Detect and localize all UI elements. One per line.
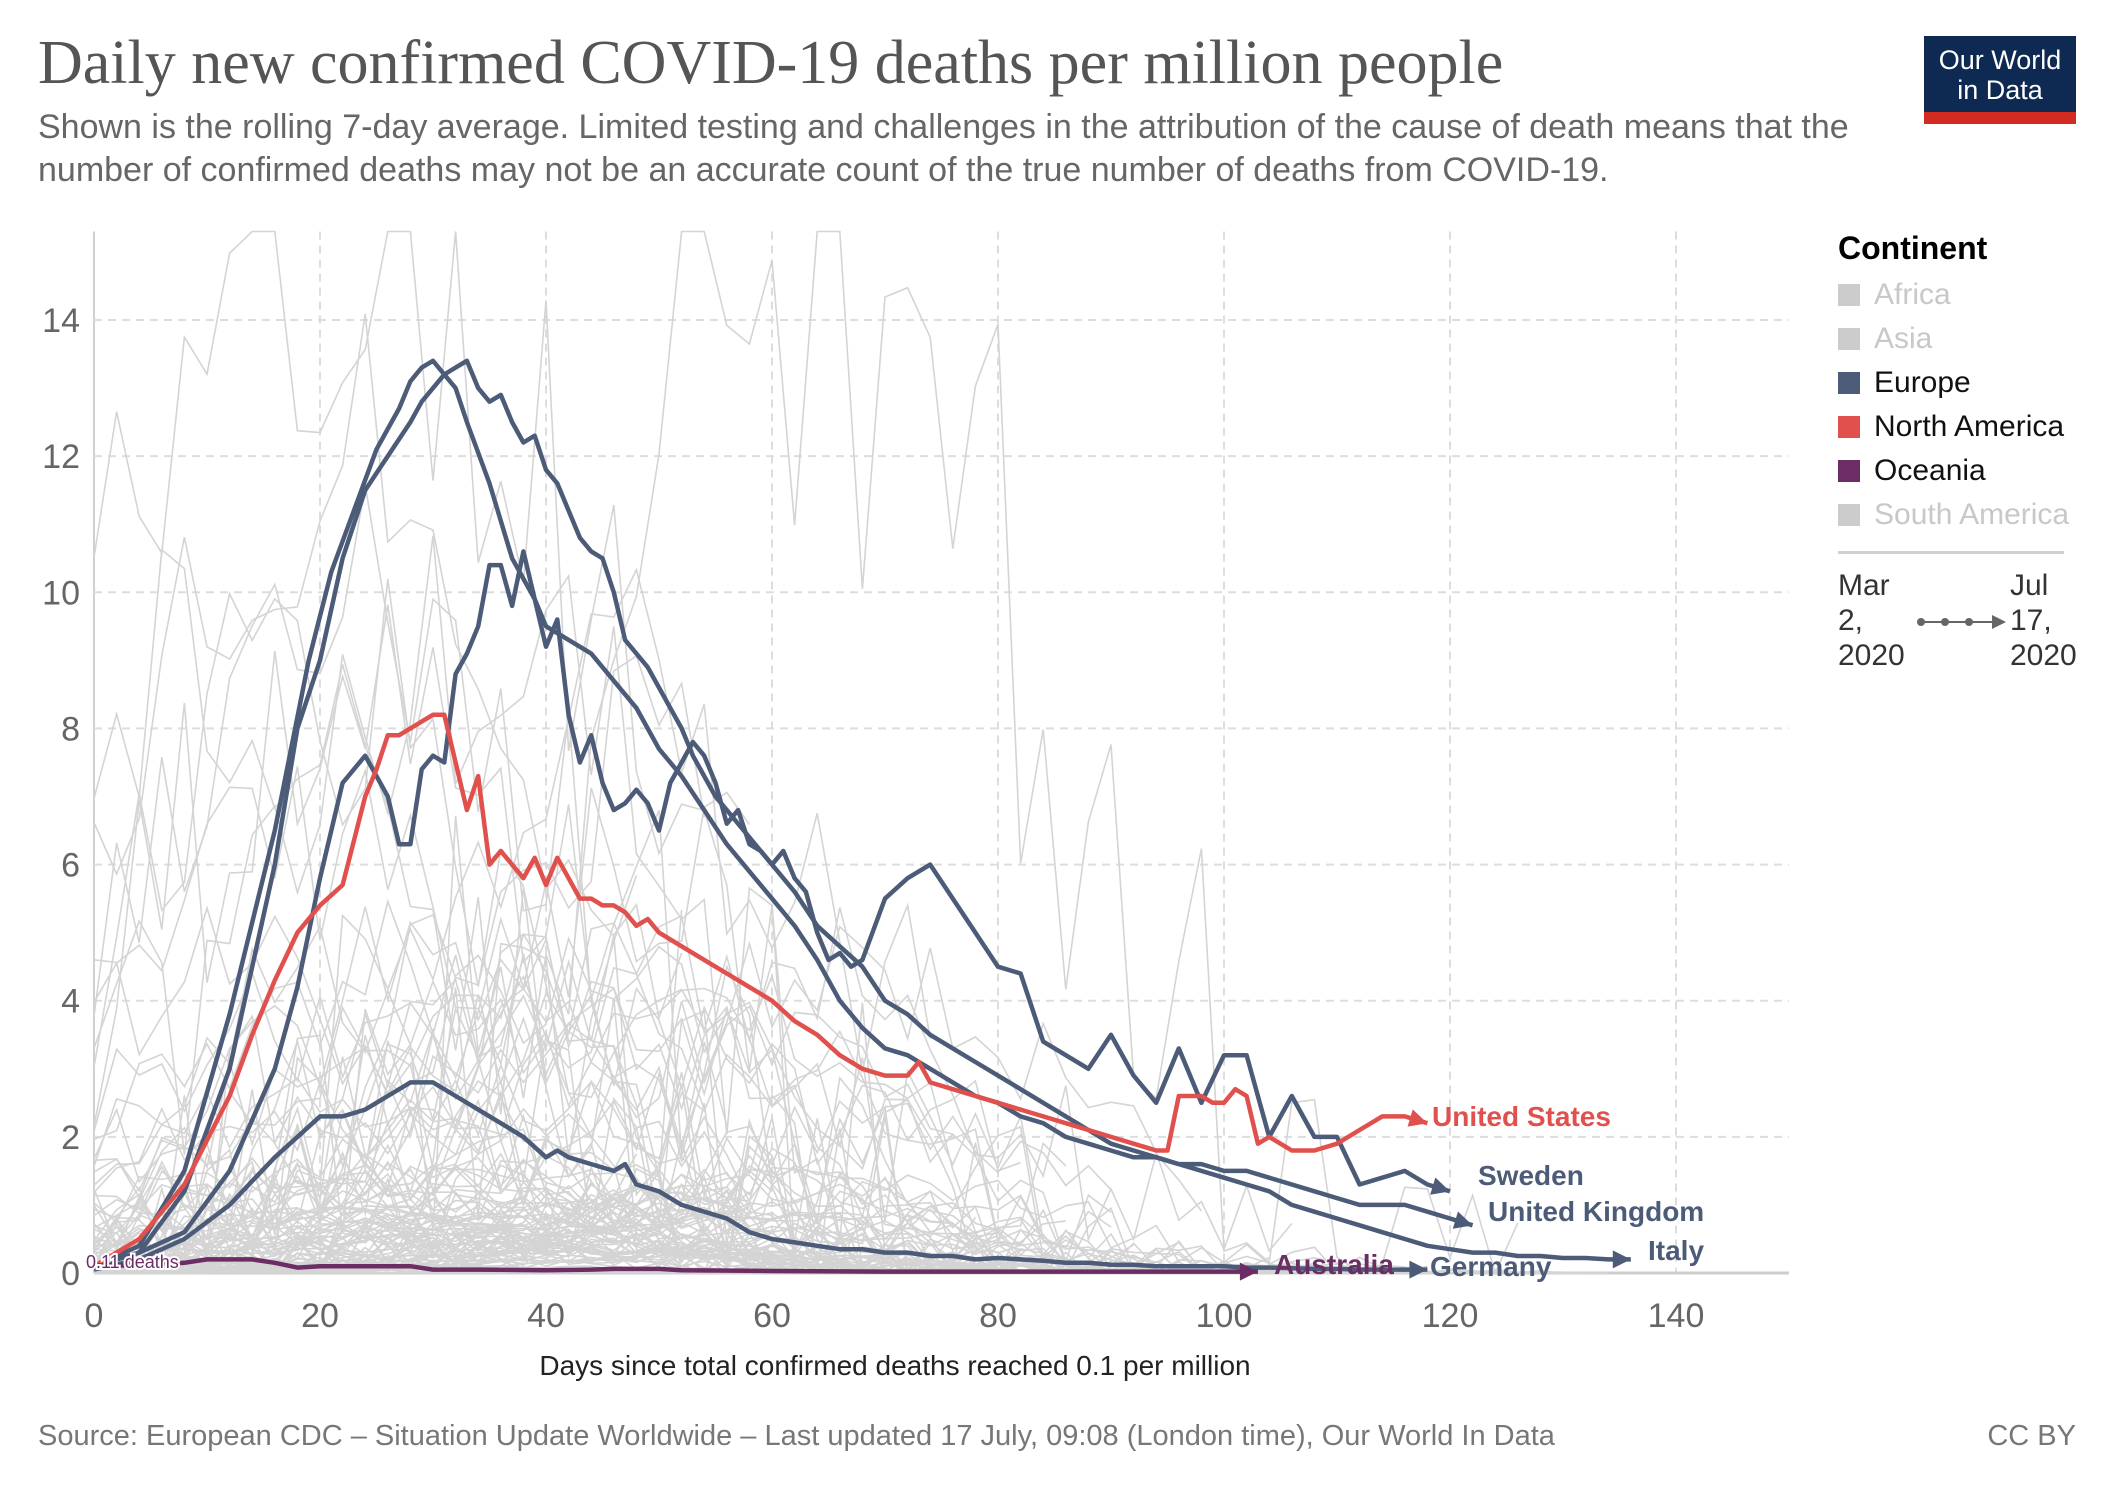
timeline-start-year: 2020 [1838,639,1905,672]
legend-swatch [1838,284,1860,306]
timeline-end[interactable]: Jul 17, 2020 [2010,568,2077,673]
y-tick-label: 6 [61,847,80,885]
legend-swatch [1838,460,1860,482]
logo-text: Our World in Data [1924,36,2076,105]
legend-item-europe[interactable]: Europe [1838,361,2069,405]
series-label[interactable]: Germany [1430,1251,1552,1282]
x-tick-label: 60 [753,1297,791,1335]
background-country-line [93,907,1203,1274]
series-end-arrow [1239,1262,1258,1281]
source-note: Source: European CDC – Situation Update … [38,1420,1555,1452]
logo-line-1: Our World [1938,45,2062,75]
x-tick-label: 80 [979,1297,1017,1335]
legend-swatch [1838,504,1860,526]
timeline-start[interactable]: Mar 2, 2020 [1838,568,1905,673]
owid-logo[interactable]: Our World in Data [1924,36,2076,124]
legend-label: Oceania [1874,454,1986,487]
logo-line-2: in Data [1957,75,2043,105]
legend-item-north-america[interactable]: North America [1838,405,2069,449]
series-end-arrow [1409,1260,1428,1279]
y-tick-label: 14 [42,302,80,340]
legend-swatch [1838,372,1860,394]
x-axis-label: Days since total confirmed deaths reache… [539,1350,1251,1381]
x-tick-label: 140 [1648,1297,1705,1335]
legend-item-africa[interactable]: Africa [1838,273,2069,317]
x-tick-label: 120 [1422,1297,1479,1335]
x-tick-label: 100 [1196,1297,1253,1335]
legend-item-asia[interactable]: Asia [1838,317,2069,361]
series-labels: Italy United Kingdom Sweden Germany United S… [84,1101,1704,1282]
background-country-line [93,994,547,1248]
timeline-start-month: Mar [1838,569,1890,602]
chart-subtitle: Shown is the rolling 7-day average. Limi… [38,108,1849,189]
series-line-united-states[interactable] [92,712,1429,1269]
series-line-sweden[interactable] [93,549,1451,1269]
start-annotation: 0.11 deaths [86,1252,179,1272]
background-country-line [93,986,1134,1271]
series-line-united-kingdom[interactable] [93,358,1474,1269]
timeline-arrow-icon [1917,615,2006,629]
timeline-start-day: 2, [1838,604,1864,637]
series-end-arrow [1407,1109,1428,1127]
timeline-end-month: Jul [2010,569,2049,602]
logo-red-bar [1924,112,2076,124]
legend-title: Continent [1838,230,1988,266]
background-country-line [93,1198,660,1269]
series-label[interactable]: Australia [1274,1249,1394,1280]
x-tick-label: 40 [527,1297,565,1335]
series-line-germany[interactable] [93,1080,1428,1272]
y-tick-label: 2 [61,1119,80,1157]
series-label[interactable]: Italy [1648,1235,1704,1266]
background-country-line [93,1196,999,1274]
x-tick-label: 20 [301,1297,339,1335]
timeline-end-year: 2020 [2010,639,2077,672]
legend-divider [1838,551,2064,554]
legend-label: Africa [1874,278,1951,311]
legend-swatch [1838,328,1860,350]
series-label[interactable]: United Kingdom [1488,1196,1704,1227]
y-tick-label: 10 [42,574,80,612]
background-country-line [93,484,683,1177]
legend-label: Europe [1874,366,1971,399]
background-country-line [93,1239,1292,1274]
series-line-australia[interactable] [94,1257,1258,1274]
series-end-arrow [1452,1211,1473,1229]
y-tick-label: 12 [42,438,80,476]
legend-label: South America [1874,498,2070,531]
legend-label: North America [1874,410,2065,443]
y-tick-label: 8 [61,710,80,748]
background-country-line [93,966,705,1243]
timeline-end-day: 17, [2010,604,2052,637]
background-country-line [93,604,1202,1275]
license-link[interactable]: CC BY [1987,1420,2076,1452]
legend-item-oceania[interactable]: Oceania [1838,449,2069,493]
series-label[interactable]: United States [1432,1101,1611,1132]
legend-swatch [1838,416,1860,438]
series-end-arrow [1430,1177,1450,1195]
background-country-line [93,1166,1496,1274]
y-tick-label: 0 [61,1255,80,1293]
background-country-line [93,1156,728,1272]
highlighted-series [92,358,1631,1281]
background-country-line [93,924,796,1267]
background-country-line [93,1192,1021,1274]
series-end-arrow [1612,1250,1631,1269]
legend-item-south-america[interactable]: South America [1838,493,2069,537]
background-country-line [93,1173,1022,1274]
legend-label: Asia [1874,322,1933,355]
series-line-italy[interactable] [93,358,1631,1269]
background-country-line [93,1223,999,1274]
x-tick-label: 0 [85,1297,104,1335]
series-label[interactable]: Sweden [1478,1160,1584,1191]
y-tick-label: 4 [61,983,80,1021]
legend: Continent Africa Asia Europe North America O… [1838,230,2069,554]
chart-title: Daily new confirmed COVID-19 deaths per … [38,29,1504,97]
